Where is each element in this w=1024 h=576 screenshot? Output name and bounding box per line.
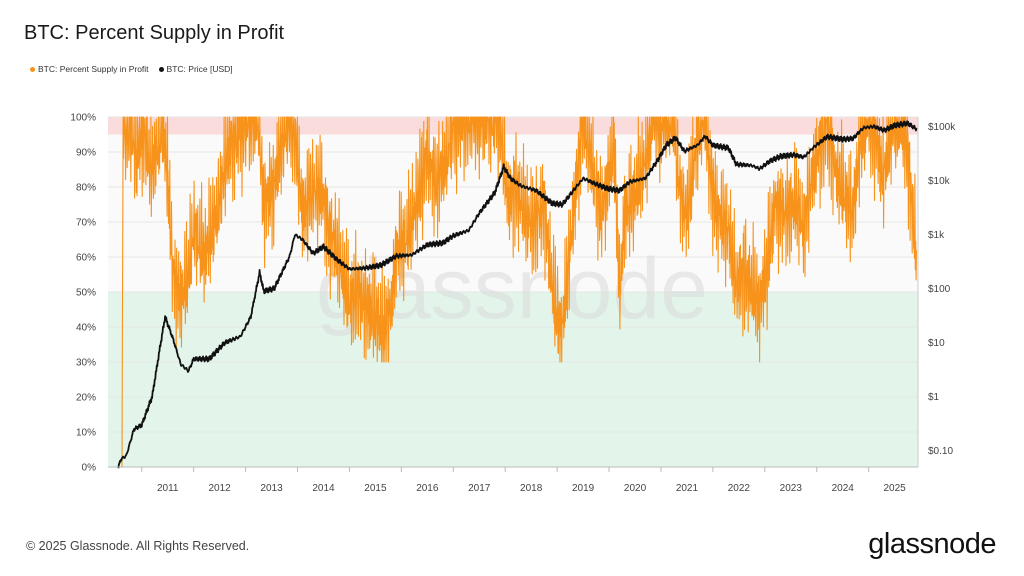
y-tick-left: 60% xyxy=(76,253,96,264)
x-tick: 2018 xyxy=(520,483,543,494)
y-tick-left: 90% xyxy=(76,148,96,159)
series-lines xyxy=(117,116,918,469)
y-tick-left: 80% xyxy=(76,183,96,194)
y-tick-left: 100% xyxy=(70,113,96,124)
x-tick: 2014 xyxy=(312,483,335,494)
x-tick: 2013 xyxy=(260,483,283,494)
euphoria-zone xyxy=(108,117,918,135)
legend-item-price[interactable]: BTC: Price [USD] xyxy=(158,64,233,74)
y-tick-left: 30% xyxy=(76,358,96,369)
x-tick: 2022 xyxy=(728,483,751,494)
y-tick-left: 10% xyxy=(76,428,96,439)
y-tick-right: $0.10 xyxy=(928,446,953,457)
y-tick-right: $1 xyxy=(928,392,940,403)
y-tick-right: $10k xyxy=(928,176,951,187)
y-tick-left: 0% xyxy=(82,463,97,474)
legend-dot-supply-icon xyxy=(30,66,35,72)
legend-label-price: BTC: Price [USD] xyxy=(166,64,233,74)
series-line-price xyxy=(117,120,918,469)
glassnode-logo: glassnode xyxy=(868,528,996,560)
axes: 0% 10% 20% 30% 40% 50% 60% 70% 80% 90% 100% $0.10 $1… xyxy=(70,113,956,495)
x-tick: 2017 xyxy=(468,483,491,494)
x-tick: 2023 xyxy=(780,483,803,494)
x-tick: 2011 xyxy=(157,483,179,494)
watermark: glassnode xyxy=(316,241,708,337)
x-tick: 2025 xyxy=(884,483,907,494)
y-tick-left: 50% xyxy=(76,288,96,299)
series-line-supply-in-profit xyxy=(118,116,917,468)
x-tick: 2024 xyxy=(832,483,855,494)
capitulation-zone xyxy=(108,292,918,467)
y-tick-right: $100 xyxy=(928,284,951,295)
x-tick: 2016 xyxy=(416,483,439,494)
y-tick-right: $100k xyxy=(928,122,956,133)
x-tick: 2019 xyxy=(572,483,595,494)
copyright-text: © 2025 Glassnode. All Rights Reserved. xyxy=(26,539,250,553)
legend-label-supply: BTC: Percent Supply in Profit xyxy=(38,64,149,74)
legend-item-supply[interactable]: BTC: Percent Supply in Profit xyxy=(30,64,149,74)
legend: BTC: Percent Supply in Profit BTC: Price… xyxy=(30,64,233,74)
y-tick-left: 20% xyxy=(76,393,96,404)
legend-dot-price-icon xyxy=(158,66,164,72)
x-tick: 2012 xyxy=(209,483,232,494)
x-tick: 2015 xyxy=(364,483,387,494)
y-tick-left: 40% xyxy=(76,323,96,334)
y-tick-left: 70% xyxy=(76,218,96,229)
y-tick-right: $1k xyxy=(928,230,945,241)
x-tick: 2020 xyxy=(624,483,647,494)
chart-title: BTC: Percent Supply in Profit xyxy=(24,22,285,44)
x-tick: 2021 xyxy=(676,483,699,494)
y-tick-right: $10 xyxy=(928,338,945,349)
